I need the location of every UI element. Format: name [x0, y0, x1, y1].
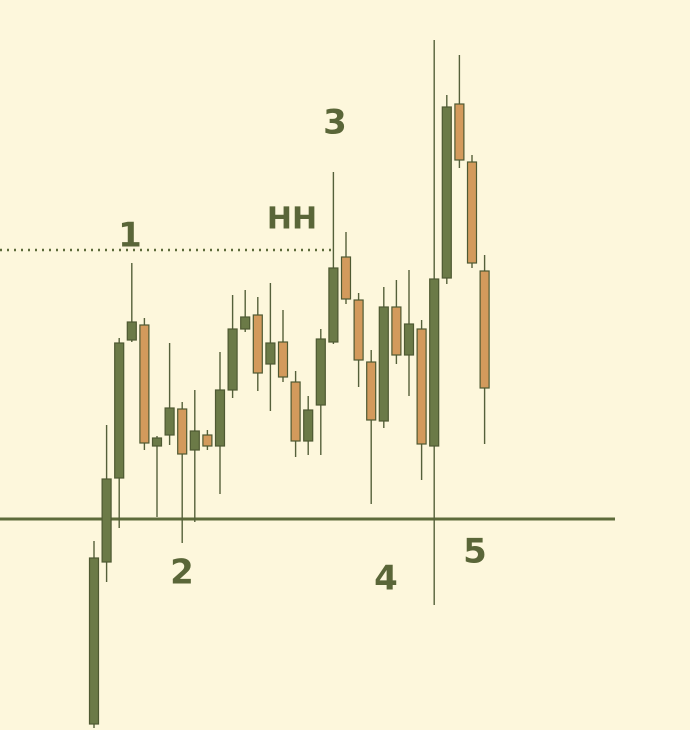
candle-body [403, 323, 415, 356]
candle-body [240, 316, 251, 330]
candle-body [177, 408, 188, 455]
candle-body [441, 106, 452, 279]
candle-body [479, 270, 490, 389]
candle-body [252, 314, 263, 374]
candle-body [466, 161, 478, 264]
annotation: 2 [170, 553, 194, 593]
candle-body [416, 328, 427, 445]
candle-body [429, 278, 440, 447]
candle-body [328, 267, 339, 343]
candle-body [139, 324, 150, 444]
candle-body [391, 306, 402, 356]
candle-body [88, 557, 100, 725]
candle-body [101, 478, 112, 563]
annotation: 4 [374, 559, 398, 599]
candle-body [202, 434, 213, 447]
candle-body [277, 341, 289, 378]
annotation: 1 [118, 216, 142, 256]
candle-body [265, 342, 276, 365]
candle-body [366, 361, 377, 421]
candle-body [290, 381, 301, 442]
annotation: HH [267, 202, 317, 237]
candle-body [454, 103, 465, 161]
candle-body [126, 321, 137, 341]
annotation: 5 [463, 532, 487, 572]
candle-body [315, 338, 326, 406]
candle-body [227, 328, 238, 391]
candle-body [303, 409, 314, 442]
candle-body [151, 437, 163, 447]
annotation: 3 [323, 103, 347, 143]
candle-body [189, 430, 200, 451]
candle-body [114, 342, 125, 479]
candle-body [378, 306, 389, 422]
candle-body [340, 256, 352, 300]
candle-body [164, 407, 175, 436]
candle-body [214, 389, 226, 447]
candle-body [353, 299, 364, 361]
